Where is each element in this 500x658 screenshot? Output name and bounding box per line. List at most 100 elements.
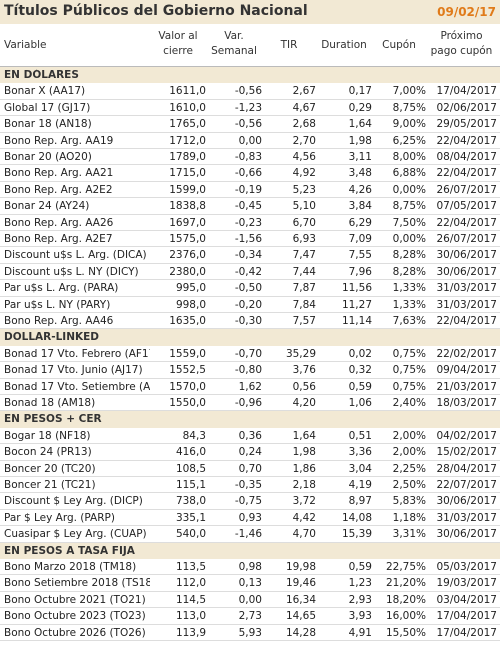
cell-value: 6,25% (392, 134, 426, 147)
row-separator (0, 164, 500, 166)
cell-value: 0,56 (292, 380, 316, 393)
cell-value: 0,24 (238, 446, 262, 459)
cell-value: 08/04/2017 (436, 151, 497, 163)
cell-value: 7,44 (292, 265, 316, 278)
section-bar (0, 67, 500, 84)
cell-value: 738,0 (175, 495, 206, 508)
section-title: EN PESOS + CER (4, 413, 102, 426)
cell-value: 0,00% (392, 233, 426, 245)
cell-value: 0,75% (392, 380, 426, 393)
cell-value: 2,00% (392, 446, 426, 459)
row-label: Bogar 18 (NF18) (4, 429, 91, 442)
row-separator (0, 148, 500, 149)
cell-value: -0,83 (234, 151, 262, 163)
column-header: Próximo (440, 30, 483, 42)
row-label: Bonad 17 Vto. Junio (AJ17) (4, 364, 143, 377)
cell-value: 15/02/2017 (436, 446, 497, 459)
cell-value: -0,80 (234, 364, 262, 377)
row-label: Bonad 18 (AM18) (4, 397, 96, 409)
cell-value: 6,29 (348, 216, 372, 229)
cell-value: 0,70 (238, 462, 262, 475)
column-header: Var. (224, 30, 244, 42)
cell-value: 22/04/2017 (436, 216, 497, 229)
row-label: Bono Marzo 2018 (TM18) (4, 561, 137, 573)
cell-value: 14,08 (341, 511, 372, 524)
cell-value: 4,92 (292, 167, 316, 180)
row-separator (0, 508, 500, 510)
cell-value: 7,96 (348, 265, 372, 278)
cell-value: 2,93 (348, 593, 372, 606)
cell-value: 108,5 (175, 462, 206, 475)
cell-value: -0,20 (234, 298, 262, 311)
cell-value: 4,91 (348, 626, 372, 639)
cell-value: 22/04/2017 (436, 134, 497, 147)
cell-value: 0,29 (348, 101, 372, 114)
cell-value: 31/03/2017 (436, 282, 497, 295)
cell-value: 2,40% (392, 397, 426, 409)
column-header: Semanal (211, 45, 257, 57)
date: 09/02/17 (437, 5, 496, 19)
cell-value: 4,67 (292, 101, 316, 114)
row-separator (0, 246, 500, 248)
section-title: EN DÓLARES (4, 69, 79, 81)
cell-value: 21,20% (385, 577, 426, 590)
row-separator (0, 213, 500, 215)
cell-value: 26/07/2017 (436, 233, 497, 245)
cell-value: 5,83% (392, 495, 426, 508)
cell-value: 3,84 (348, 200, 372, 213)
cell-value: 113,5 (175, 561, 206, 573)
row-separator (0, 115, 500, 117)
cell-value: 29/05/2017 (436, 118, 497, 131)
column-header: cierre (163, 45, 193, 57)
cell-value: -0,66 (234, 167, 262, 180)
cell-value: 1715,0 (169, 167, 206, 180)
cell-value: 07/05/2017 (436, 200, 497, 213)
cell-value: 3,11 (348, 151, 372, 163)
row-separator (0, 574, 500, 576)
cell-value: 995,0 (175, 282, 206, 295)
row-label: Par $ Ley Arg. (PARP) (4, 511, 115, 524)
row-separator (0, 492, 500, 494)
cell-value: 7,87 (292, 282, 316, 295)
row-label: Bono Rep. Arg. AA46 (4, 315, 114, 327)
row-separator (0, 295, 500, 297)
row-separator (0, 443, 500, 445)
row-label: Bono Rep. Arg. A2E7 (4, 233, 113, 245)
row-label: Bonad 17 Vto. Febrero (AF17 (4, 347, 150, 360)
cell-value: 17/04/2017 (436, 626, 497, 639)
cell-value: 1789,0 (169, 151, 206, 163)
cell-value: 35,29 (285, 347, 316, 360)
row-label: Bono Octubre 2021 (TO21) (4, 593, 146, 606)
cell-value: 3,36 (348, 446, 372, 459)
cell-value: 1552,5 (169, 364, 206, 377)
cell-value: 7,55 (348, 249, 372, 262)
cell-value: 84,3 (182, 429, 206, 442)
row-label: Discount u$s L. NY (DICY) (4, 265, 139, 278)
row-label: Bonar 20 (AO20) (4, 151, 92, 163)
cell-value: 7,09 (348, 233, 372, 245)
cell-value: -0,23 (234, 216, 262, 229)
cell-value: 1575,0 (169, 233, 206, 245)
cell-value: 15,50% (385, 626, 426, 639)
cell-value: 8,97 (348, 495, 372, 508)
cell-value: 0,36 (238, 429, 262, 442)
column-header: pago cupón (430, 45, 493, 57)
row-label: Bono Rep. Arg. AA21 (4, 167, 114, 180)
cell-value: 1610,0 (169, 101, 206, 114)
cell-value: 1,06 (348, 397, 372, 409)
row-label: Boncer 20 (TC20) (4, 462, 96, 475)
row-label: Bono Rep. Arg. A2E2 (4, 183, 113, 196)
cell-value: 0,75% (392, 347, 426, 360)
cell-value: 6,70 (292, 216, 316, 229)
cell-value: 5,10 (292, 200, 316, 213)
cell-value: 16,00% (385, 610, 426, 623)
section-bar (0, 542, 500, 559)
cell-value: 2,73 (238, 610, 262, 623)
cell-value: -0,30 (234, 315, 262, 327)
row-label: Par u$s L. Arg. (PARA) (4, 282, 119, 295)
cell-value: 2,25% (392, 462, 426, 475)
cell-value: 15,39 (341, 528, 372, 541)
column-header: Cupón (382, 39, 416, 51)
cell-value: 7,63% (392, 315, 426, 327)
cell-value: 26/07/2017 (436, 183, 497, 196)
